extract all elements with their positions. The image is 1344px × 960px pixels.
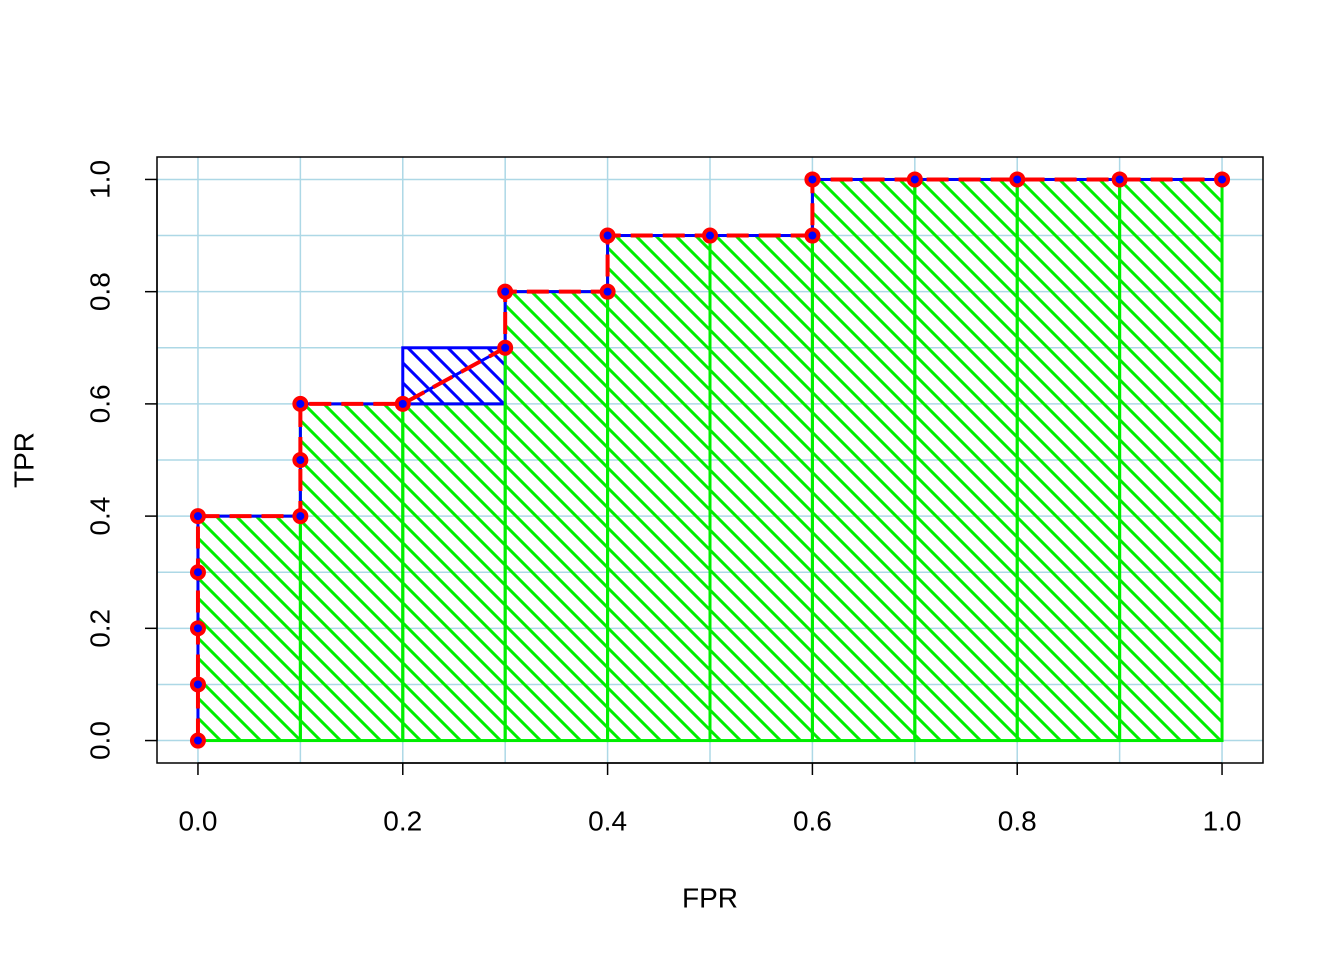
y-tick-label: 0.6 bbox=[84, 384, 115, 423]
roc-point bbox=[804, 171, 821, 188]
roc-point bbox=[189, 620, 206, 637]
area-segment bbox=[810, 177, 917, 743]
area-segment bbox=[1015, 177, 1122, 743]
roc-point bbox=[1009, 171, 1026, 188]
y-tick-label: 1.0 bbox=[84, 160, 115, 199]
roc-point bbox=[292, 508, 309, 525]
roc-point bbox=[804, 227, 821, 244]
y-tick-label: 0.4 bbox=[84, 497, 115, 536]
area-segment bbox=[1118, 177, 1224, 743]
x-tick-label: 0.0 bbox=[178, 805, 217, 836]
x-tick-label: 0.8 bbox=[998, 805, 1037, 836]
roc-point bbox=[1111, 171, 1128, 188]
roc-point bbox=[189, 676, 206, 693]
roc-point bbox=[702, 227, 718, 244]
area-segment bbox=[606, 234, 712, 743]
roc-point bbox=[906, 171, 923, 188]
roc-point bbox=[189, 508, 206, 525]
roc-point bbox=[599, 227, 616, 244]
y-tick-label: 0.8 bbox=[84, 272, 115, 311]
roc-point bbox=[394, 395, 411, 412]
roc-point bbox=[292, 452, 309, 468]
area-segment bbox=[913, 177, 1019, 743]
roc-point bbox=[189, 732, 206, 749]
x-tick-label: 0.2 bbox=[383, 805, 422, 836]
roc-point bbox=[497, 283, 514, 300]
area-segment bbox=[503, 290, 610, 743]
roc-curve bbox=[195, 177, 1223, 741]
x-axis-title: FPR bbox=[682, 882, 738, 913]
x-tick-label: 0.4 bbox=[588, 805, 627, 836]
area-segment bbox=[708, 234, 814, 743]
y-tick-label: 0.2 bbox=[84, 609, 115, 648]
y-axis-title: TPR bbox=[8, 432, 39, 488]
area-segment bbox=[196, 514, 302, 743]
roc-point bbox=[292, 395, 309, 412]
roc-point bbox=[497, 339, 514, 356]
area-segment bbox=[401, 402, 507, 743]
x-tick-label: 1.0 bbox=[1203, 805, 1242, 836]
area-segment bbox=[298, 402, 405, 743]
roc-point bbox=[189, 564, 206, 581]
roc-point bbox=[599, 283, 616, 300]
roc-point bbox=[1214, 171, 1231, 188]
x-tick-label: 0.6 bbox=[793, 805, 832, 836]
y-tick-label: 0.0 bbox=[84, 721, 115, 760]
